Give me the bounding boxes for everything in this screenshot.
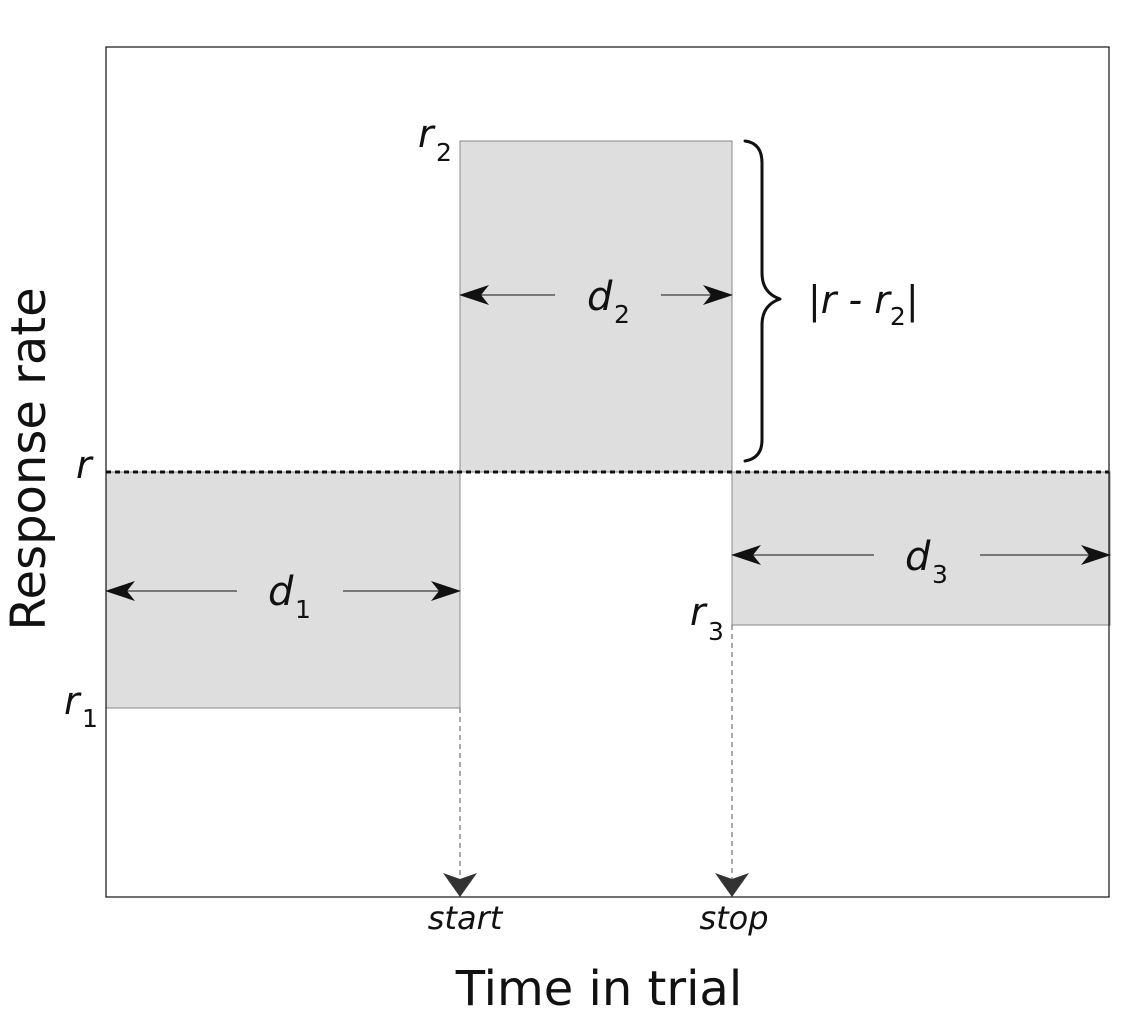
rate-label-r2-sub: 2 xyxy=(436,138,452,167)
rate-label-r3-sub: 3 xyxy=(708,617,724,646)
duration-label-d1: d xyxy=(268,569,294,615)
rate-label-r1-sub: 1 xyxy=(82,704,98,733)
duration-label-d3-sub: 3 xyxy=(932,560,948,589)
x-axis-title: Time in trial xyxy=(455,961,742,1017)
difference-brace xyxy=(743,139,782,463)
region-d2 xyxy=(459,140,733,473)
duration-label-d2: d xyxy=(587,274,613,320)
rate-label-r2: r xyxy=(418,112,436,156)
duration-label-d3: d xyxy=(905,534,931,580)
brace-label: |r - r2| xyxy=(808,278,919,331)
y-axis-title: Response rate xyxy=(1,287,57,630)
region-d1 xyxy=(105,471,461,709)
rate-label-r1: r xyxy=(64,679,82,723)
start-marker-label: start xyxy=(428,899,504,937)
rate-label-r3: r xyxy=(690,590,708,634)
stop-marker-label: stop xyxy=(699,899,768,937)
rate-label-r: r xyxy=(76,443,94,487)
duration-label-d2-sub: 2 xyxy=(614,300,630,329)
duration-label-d1-sub: 1 xyxy=(295,595,311,624)
